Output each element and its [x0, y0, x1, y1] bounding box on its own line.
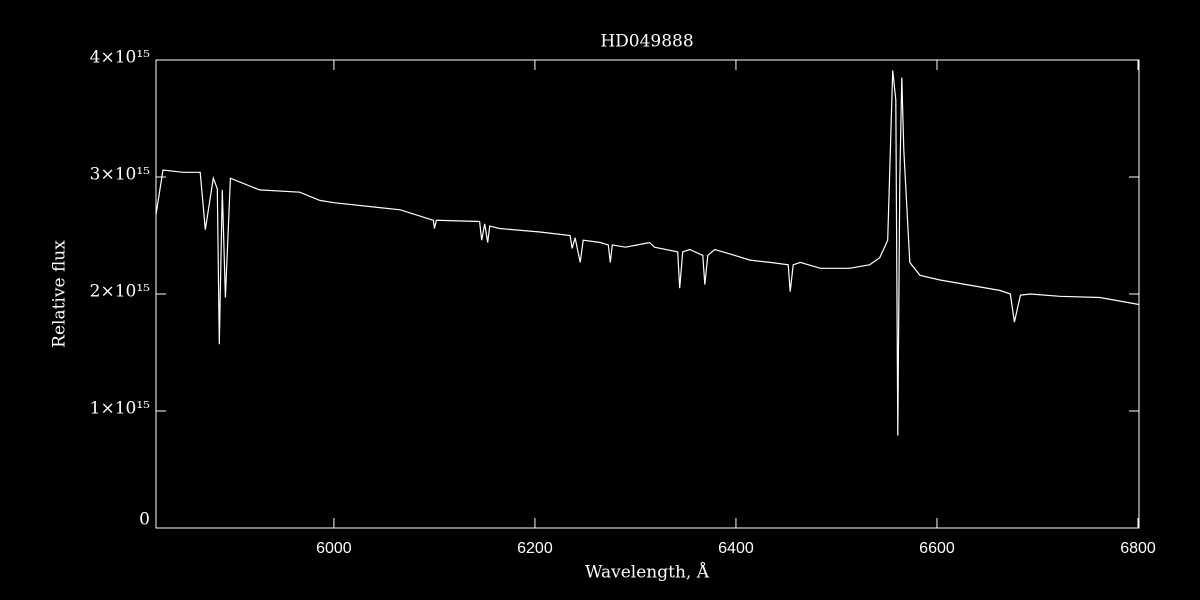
spectrum-line [155, 70, 1140, 436]
y-axis-label: Relative flux [50, 240, 70, 348]
y-tick-label: 2×10¹⁵ [90, 282, 151, 302]
x-axis-label: Wavelength, Å [585, 562, 710, 583]
x-tick-label: 6600 [919, 540, 955, 557]
x-tick-label: 6000 [316, 540, 352, 557]
y-tick-label: 4×10¹⁵ [90, 48, 151, 68]
chart-title: HD049888 [600, 32, 693, 52]
x-tick-label: 6400 [718, 540, 754, 557]
y-tick-label: 3×10¹⁵ [90, 165, 151, 185]
plot-frame [155, 59, 1140, 529]
x-tick-label: 6800 [1120, 540, 1156, 557]
y-tick-label: 0 [139, 510, 150, 530]
x-tick-label: 6200 [517, 540, 553, 557]
y-tick-label: 1×10¹⁵ [90, 399, 151, 419]
